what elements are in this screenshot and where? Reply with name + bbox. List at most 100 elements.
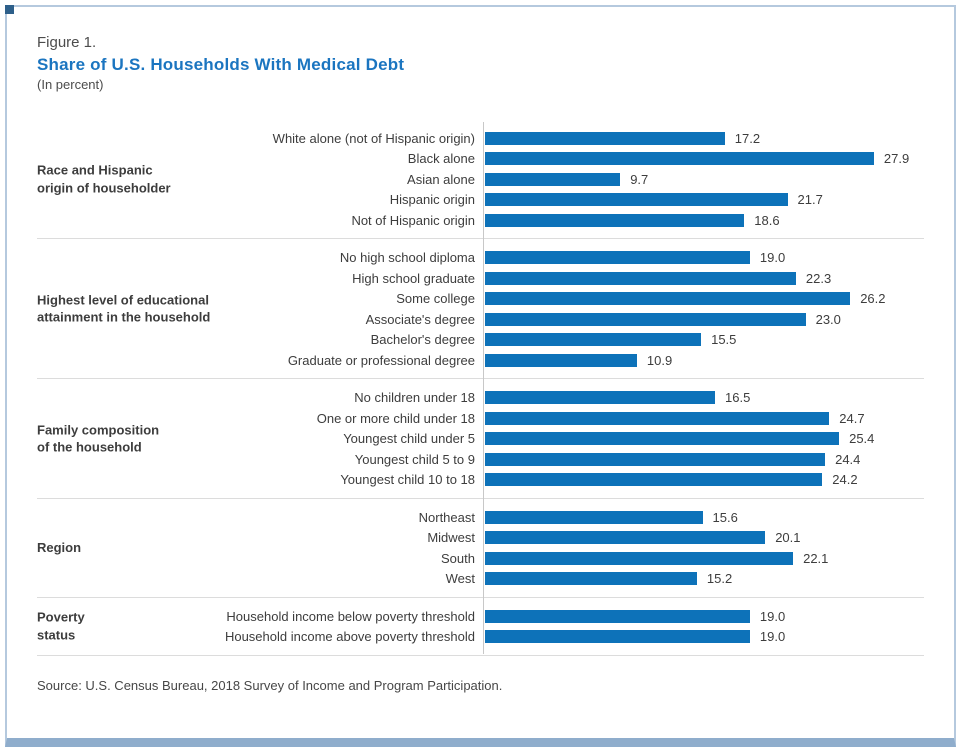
bar-area: 15.2 (483, 571, 924, 586)
bar-row: West 15.2 (37, 568, 924, 589)
category-label: South (441, 550, 475, 566)
bar-area: 19.0 (483, 609, 924, 624)
category-label: Midwest (427, 530, 475, 546)
category-label: West (445, 571, 475, 587)
bar-row: Not of Hispanic origin 18.6 (37, 210, 924, 231)
bar-area: 9.7 (483, 172, 924, 187)
bar-row: Associate's degree 23.0 (37, 309, 924, 330)
value-label: 15.6 (712, 509, 738, 525)
value-label: 26.2 (860, 291, 886, 307)
bar (485, 572, 697, 586)
group-separator (37, 378, 924, 380)
bar-row: South 22.1 (37, 548, 924, 569)
value-label: 27.9 (883, 151, 910, 167)
value-label: 19.0 (759, 629, 786, 645)
value-label: 20.1 (775, 530, 801, 546)
bar (485, 292, 851, 306)
group-label: Region (37, 540, 82, 556)
group-label: Poverty status (37, 609, 85, 643)
bar (485, 172, 621, 186)
value-label: 25.4 (849, 431, 875, 447)
figure-title: Share of U.S. Households With Medical De… (37, 54, 405, 74)
group-label: Highest level of educational attainment … (37, 292, 211, 325)
bar-row: Hispanic origin 21.7 (37, 189, 924, 210)
bar-area: 26.2 (483, 291, 924, 306)
bar-area: 17.2 (483, 131, 924, 146)
group-row: Family composition of the household No ch… (37, 379, 924, 498)
bar-row: No children under 18 16.5 (37, 387, 924, 408)
bar-row: Northeast 15.6 (37, 507, 924, 528)
group-row: Race and Hispanic origin of householder W… (37, 120, 924, 239)
bar (485, 452, 826, 466)
category-label: Household income above poverty threshold (224, 629, 475, 645)
group-row: Region Northeast 15.6 Midwest 20.1 South 22.1 W… (37, 499, 924, 597)
category-label: Black alone (407, 151, 475, 167)
bar (485, 473, 823, 487)
value-label: 22.3 (805, 270, 832, 286)
category-label: Asian alone (407, 171, 475, 187)
group-label: Family composition of the household (37, 422, 160, 455)
bar (485, 333, 702, 347)
value-label: 10.9 (646, 352, 673, 368)
bar-row: Graduate or professional degree 10.9 (37, 350, 924, 371)
bar (485, 271, 796, 285)
category-label: One or more child under 18 (316, 410, 475, 426)
bar-row: Some college 26.2 (37, 288, 924, 309)
bar-area: 25.4 (483, 431, 924, 446)
category-label: Household income below poverty threshold (226, 608, 475, 624)
value-label: 15.5 (711, 332, 737, 348)
bar (485, 510, 703, 524)
category-label: No children under 18 (354, 390, 475, 406)
bar (485, 411, 830, 425)
bar (485, 630, 750, 644)
figure-label: Figure 1. (37, 34, 97, 51)
category-label: Graduate or professional degree (287, 352, 475, 368)
bar (485, 193, 788, 207)
bar (485, 213, 745, 227)
bar-area: 24.4 (483, 452, 924, 467)
bar-area: 18.6 (483, 213, 924, 228)
category-label: Bachelor's degree (370, 332, 475, 348)
value-label: 22.1 (803, 550, 829, 566)
bar (485, 251, 750, 265)
value-label: 16.5 (725, 390, 751, 406)
value-label: 24.2 (832, 472, 858, 488)
value-label: 9.7 (630, 171, 649, 187)
bar-area: 21.7 (483, 192, 924, 207)
corner-accent (5, 5, 14, 14)
bar-area: 19.0 (483, 250, 924, 265)
bar (485, 551, 794, 565)
group-label: Race and Hispanic origin of householder (37, 162, 171, 196)
category-label: Hispanic origin (389, 192, 475, 208)
value-label: 21.7 (797, 192, 823, 208)
category-label: Not of Hispanic origin (351, 212, 475, 228)
value-label: 24.4 (835, 451, 861, 467)
bar-row: Youngest child 5 to 9 24.4 (37, 449, 924, 470)
bar-row: Household income below poverty threshold… (37, 606, 924, 627)
bar-row: Midwest 20.1 (37, 527, 924, 548)
value-label: 19.0 (759, 608, 786, 624)
bar-row: Youngest child under 5 25.4 (37, 428, 924, 449)
chart: Race and Hispanic origin of householder W… (37, 120, 924, 656)
bar-area: 10.9 (483, 353, 924, 368)
bar-area: 22.1 (483, 551, 924, 566)
category-label: Youngest child under 5 (343, 431, 475, 447)
axis-line (483, 121, 484, 654)
bar-area: 15.5 (483, 332, 924, 347)
bar (485, 609, 750, 623)
bar-row: Youngest child 10 to 18 24.2 (37, 469, 924, 490)
group-row: Highest level of educational attainment … (37, 239, 924, 378)
category-label: White alone (not of Hispanic origin) (272, 130, 475, 146)
category-label: Some college (396, 291, 475, 307)
category-label: Associate's degree (365, 311, 475, 327)
bar (485, 152, 874, 166)
bar-area: 16.5 (483, 390, 924, 405)
value-label: 19.0 (759, 250, 786, 266)
bar (485, 531, 766, 545)
bar-area: 15.6 (483, 510, 924, 525)
value-label: 15.2 (706, 571, 733, 587)
bar-area: 23.0 (483, 312, 924, 327)
category-label: High school graduate (352, 270, 475, 286)
bar-row: Bachelor's degree 15.5 (37, 329, 924, 350)
bar-area: 27.9 (483, 151, 924, 166)
